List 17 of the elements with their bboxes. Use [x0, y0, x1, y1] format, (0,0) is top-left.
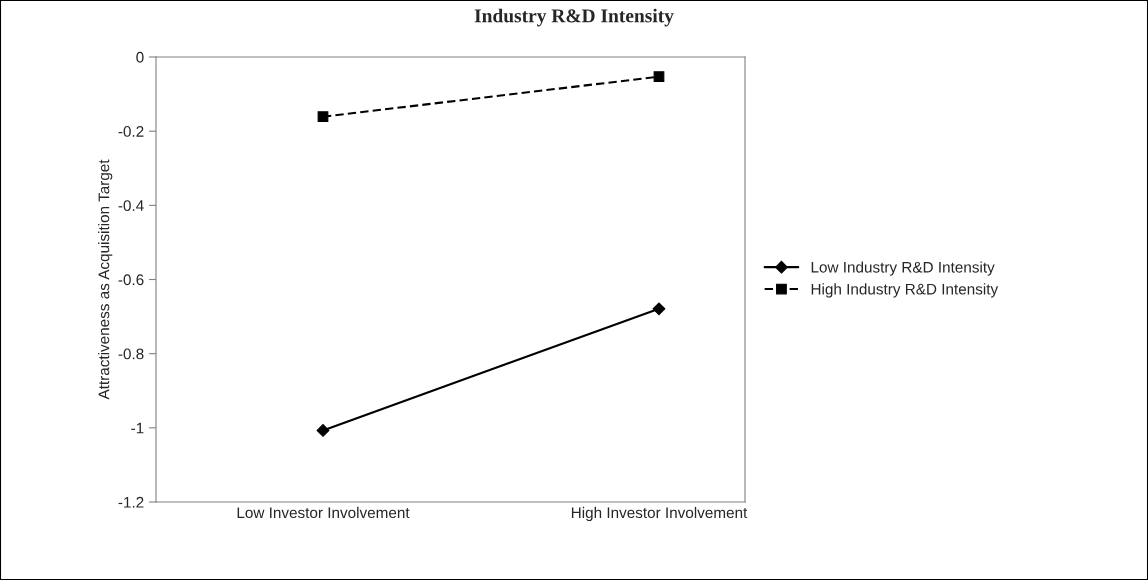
x-tick-label: Low Investor Involvement — [237, 506, 410, 519]
y-tick-label: -0.6 — [118, 274, 144, 286]
y-tick-label: -0.4 — [118, 200, 144, 212]
y-axis-title: Attractiveness as Acquisition Target — [98, 159, 113, 400]
y-tick-label: -1 — [131, 422, 144, 434]
y-tick-label: -0.2 — [118, 126, 144, 137]
legend-label: Low Industry R&D Intensity — [811, 261, 995, 276]
y-tick-label: -1.2 — [118, 496, 144, 508]
x-tick-label: High Investor Involvement — [571, 506, 748, 522]
chart-title: Industry R&D Intensity — [474, 8, 674, 27]
point — [317, 111, 329, 123]
y-tick-label: 0 — [136, 51, 144, 63]
y-tick-label: -0.8 — [118, 348, 144, 360]
legend-label: High Industry R&D Intensity — [811, 283, 999, 298]
point — [652, 302, 666, 316]
point — [653, 71, 665, 83]
point — [316, 424, 330, 437]
